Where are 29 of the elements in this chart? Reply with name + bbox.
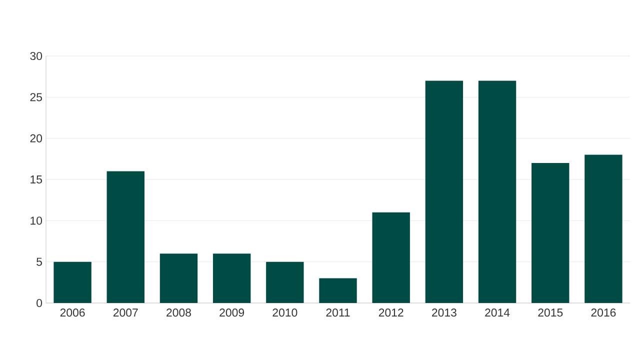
bar: [532, 163, 570, 303]
x-tick-label: 2011: [326, 308, 350, 317]
x-tick-label: 2013: [432, 308, 456, 317]
y-tick-label: 25: [30, 93, 42, 102]
bar: [212, 254, 251, 303]
x-tick-label: 2009: [220, 308, 244, 317]
y-tick-label: 20: [30, 134, 42, 142]
x-tick-label: 2010: [272, 308, 298, 317]
x-tick-label: 2012: [378, 308, 404, 317]
bar: [584, 154, 622, 303]
y-tick-label: 10: [30, 216, 42, 225]
bar: [425, 80, 464, 303]
y-tick-label: 5: [36, 258, 42, 266]
x-tick-label: 2008: [166, 308, 191, 317]
x-tick-label: 2007: [113, 308, 138, 317]
x-tick-label: 2006: [60, 308, 85, 317]
bar: [372, 212, 410, 303]
bar: [106, 171, 144, 303]
bar: [160, 254, 198, 303]
x-tick-label: 2014: [485, 308, 510, 317]
x-tick-label: 2015: [538, 308, 563, 317]
bar: [54, 262, 92, 303]
bar: [478, 80, 516, 303]
bar: [266, 262, 304, 303]
y-tick-label: 0: [36, 298, 42, 308]
bar: [319, 278, 357, 303]
x-tick-label: 2016: [591, 308, 616, 317]
y-tick-label: 15: [30, 176, 42, 184]
y-tick-label: 30: [30, 52, 42, 60]
